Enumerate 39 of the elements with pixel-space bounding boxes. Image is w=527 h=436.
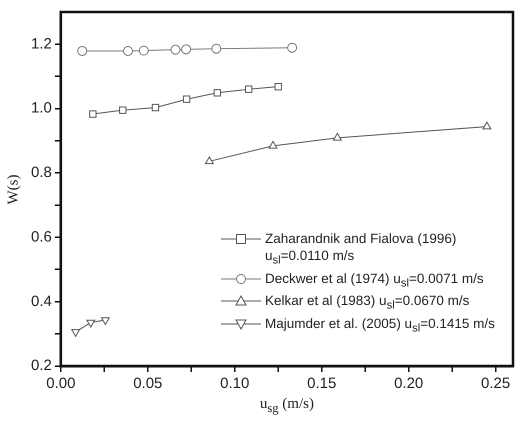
legend-label: Zaharandnik and Fialova (1996) u$_{sl}$=0.0110 m/s <box>265 230 458 269</box>
point <box>100 317 110 325</box>
y-tick-label: 0.8 <box>30 164 52 182</box>
point <box>482 122 492 130</box>
point <box>86 320 96 328</box>
y-tick-label: 0.2 <box>30 357 52 374</box>
y-tick-label: 1.0 <box>30 100 52 117</box>
point <box>244 86 252 93</box>
legend-label: Majumder et al. (2005) u$_{sl}$=0.1415 m/s <box>265 315 495 337</box>
x-tick-label: 0.00 <box>46 375 76 392</box>
legend-label: Deckwer et al (1974) u$_{sl}$=0.0071 m/s <box>265 270 484 292</box>
x-tick-label: 0.15 <box>307 375 336 392</box>
point <box>152 104 160 112</box>
y-tick-label: 0.4 <box>30 292 52 310</box>
point <box>268 140 278 149</box>
point <box>170 44 180 55</box>
x-tick-label: 0.25 <box>481 375 510 392</box>
point <box>214 89 222 96</box>
point <box>77 46 88 56</box>
point <box>181 44 192 54</box>
x-tick-label: 0.05 <box>133 375 162 392</box>
point <box>138 46 149 56</box>
point <box>211 44 222 54</box>
point <box>182 96 190 103</box>
point <box>204 156 214 164</box>
point <box>287 42 298 53</box>
y-tick-label: 1.2 <box>30 35 52 52</box>
x-tick-label: 0.20 <box>394 375 424 392</box>
point <box>89 110 97 118</box>
y-tick-label: 0.6 <box>30 228 52 246</box>
x-axis-title: u$_{sg}$ (m/s) <box>260 396 314 416</box>
point <box>274 82 282 90</box>
point <box>119 106 126 114</box>
legend-label: Kelkar et al (1983) u$_{sl}$=0.0670 m/s <box>265 292 470 314</box>
point <box>122 46 133 56</box>
x-tick-label: 0.10 <box>220 375 250 392</box>
y-axis-title: W(s) <box>6 174 22 204</box>
point <box>71 329 80 337</box>
point <box>332 132 342 141</box>
